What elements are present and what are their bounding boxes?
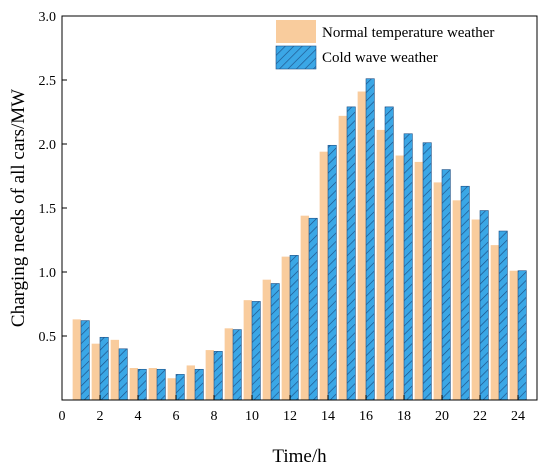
x-tick-label-6: 6 (173, 409, 180, 424)
bar-normal-14 (319, 151, 328, 400)
bar-normal-18 (395, 155, 404, 400)
x-tick-label-20: 20 (435, 409, 449, 424)
bar-cold-1 (80, 320, 90, 401)
bar-cold-14 (327, 144, 337, 401)
x-tick-label-8: 8 (211, 409, 218, 424)
x-tick-label-12: 12 (283, 409, 297, 424)
bar-normal-8 (205, 350, 214, 400)
bar-cold-18 (403, 133, 413, 401)
y-tick-label-0.5: 0.5 (39, 330, 57, 345)
x-tick-label-16: 16 (359, 409, 373, 424)
bar-cold-12 (289, 255, 299, 401)
bar-normal-15 (338, 115, 347, 400)
y-tick-label-2.5: 2.5 (39, 74, 57, 89)
bar-cold-17 (384, 106, 394, 401)
y-tick-label-2: 2.0 (39, 138, 57, 153)
bar-normal-23 (490, 245, 499, 400)
bar-cold-9 (232, 329, 242, 401)
bar-normal-19 (414, 161, 423, 400)
bar-normal-21 (452, 200, 461, 400)
legend: Normal temperature weather Cold wave wea… (275, 20, 494, 70)
bar-cold-21 (460, 185, 470, 401)
bar-normal-2 (91, 343, 100, 400)
y-tick-label-1: 1.0 (39, 266, 57, 281)
bar-normal-17 (376, 129, 385, 401)
bar-normal-5 (148, 368, 157, 400)
bar-normal-11 (262, 279, 271, 400)
bar-cold-24 (517, 270, 527, 401)
bar-normal-7 (186, 365, 195, 400)
x-tick-label-10: 10 (245, 409, 259, 424)
bar-normal-16 (357, 91, 366, 401)
bar-cold-10 (251, 301, 261, 401)
bar-cold-23 (498, 230, 508, 401)
x-tick-label-24: 24 (511, 409, 525, 424)
bar-cold-8 (213, 351, 223, 401)
bar-cold-2 (99, 336, 109, 401)
y-tick-label-1.5: 1.5 (39, 202, 57, 217)
legend-label-cold: Cold wave weather (322, 50, 438, 66)
bar-normal-22 (471, 219, 480, 400)
bar-cold-22 (479, 210, 489, 401)
bar-normal-24 (509, 270, 518, 400)
bar-cold-19 (422, 142, 432, 401)
x-tick-label-0: 0 (59, 409, 66, 424)
x-tick-label-22: 22 (473, 409, 487, 424)
bar-normal-3 (110, 339, 119, 400)
bar-cold-15 (346, 106, 356, 401)
bar-cold-16 (365, 78, 375, 401)
bar-cold-11 (270, 283, 280, 401)
bar-normal-20 (433, 182, 442, 400)
y-axis-title: Charging needs of all cars/MW (8, 89, 29, 327)
bar-cold-6 (175, 374, 185, 401)
bar-normal-9 (224, 328, 233, 400)
bar-cold-3 (118, 348, 128, 401)
bars-layer (72, 78, 527, 401)
x-tick-label-18: 18 (397, 409, 411, 424)
x-axis-title: Time/h (272, 446, 327, 467)
bar-normal-1 (72, 319, 81, 400)
x-tick-label-4: 4 (135, 409, 142, 424)
bar-normal-13 (300, 215, 309, 400)
y-tick-label-3: 3.0 (39, 10, 57, 25)
bar-cold-5 (156, 368, 166, 401)
bar-normal-4 (129, 368, 138, 400)
bar-cold-20 (441, 169, 451, 401)
ticks-layer: 0 2 4 6 8 10 12 14 16 18 20 22 240.51.01.52.02.53.0 (39, 10, 526, 424)
bar-cold-13 (308, 217, 318, 401)
bar-normal-10 (243, 300, 252, 400)
legend-swatch-normal (276, 20, 316, 43)
bar-normal-12 (281, 256, 290, 400)
x-tick-label-2: 2 (97, 409, 104, 424)
legend-swatch-cold (275, 45, 317, 70)
bar-cold-4 (137, 368, 147, 401)
bar-normal-6 (167, 378, 176, 400)
x-tick-label-14: 14 (321, 409, 335, 424)
bar-cold-7 (194, 368, 204, 401)
legend-label-normal: Normal temperature weather (322, 25, 494, 41)
